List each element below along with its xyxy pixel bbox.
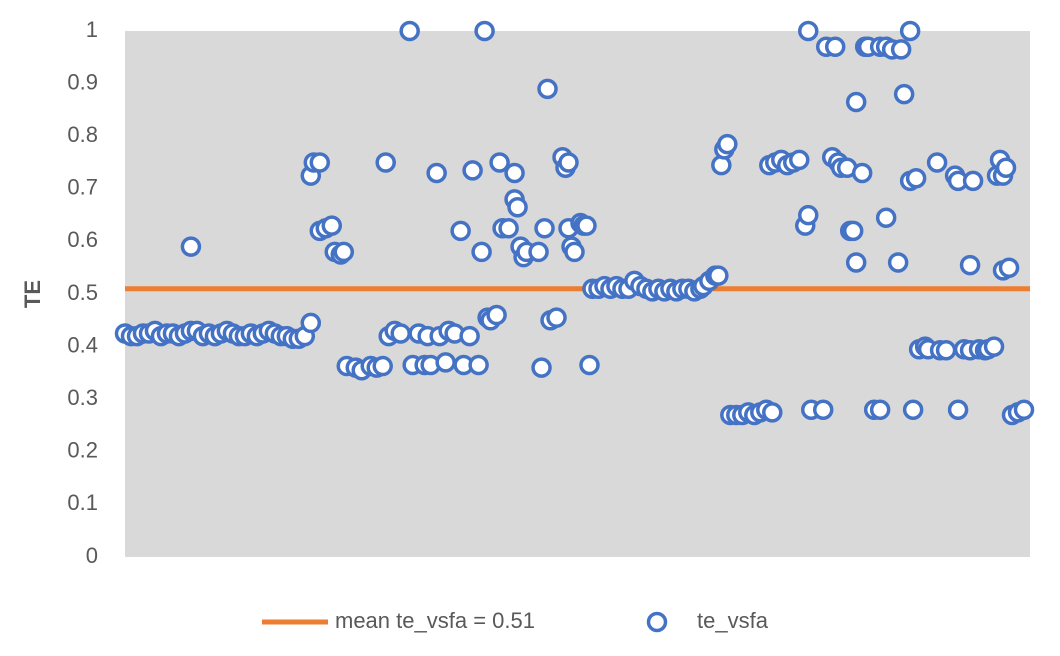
point [935, 340, 957, 361]
point [372, 355, 393, 377]
point [459, 325, 480, 347]
point [851, 162, 873, 184]
point [797, 20, 819, 42]
point [180, 236, 202, 257]
point [564, 241, 585, 263]
point [534, 218, 555, 239]
point [504, 162, 525, 184]
point [845, 252, 867, 273]
point [890, 39, 912, 60]
point [717, 133, 738, 155]
y-tick-label: 0.1 [67, 490, 98, 515]
point [998, 257, 1020, 278]
point [959, 254, 981, 276]
point [435, 352, 456, 373]
point [711, 154, 732, 176]
point [812, 399, 834, 420]
point [845, 91, 867, 113]
point [450, 220, 471, 242]
point [546, 307, 567, 328]
y-tick-label: 0.9 [67, 69, 98, 94]
point [399, 20, 420, 42]
y-tick-label: 0.2 [67, 438, 98, 463]
point [462, 160, 483, 181]
point [333, 241, 355, 263]
point [869, 399, 891, 420]
point [926, 152, 948, 173]
point [902, 399, 924, 420]
plot-area [125, 31, 1030, 557]
point [579, 354, 600, 376]
point [375, 152, 396, 173]
y-tick-label: 0.7 [67, 175, 98, 200]
point [875, 207, 897, 228]
point [471, 241, 492, 263]
point [708, 265, 729, 286]
point [468, 354, 489, 376]
point [507, 196, 528, 218]
point [528, 241, 549, 263]
point [531, 357, 552, 378]
y-tick-label: 0.8 [67, 122, 98, 147]
point [537, 78, 558, 100]
point [426, 162, 447, 184]
y-tick-label: 0.4 [67, 332, 98, 357]
point [474, 20, 495, 42]
point [899, 20, 921, 42]
legend-label: te_vsfa [697, 608, 769, 633]
y-tick-label: 0.3 [67, 385, 98, 410]
y-tick-label: 0.6 [67, 227, 98, 252]
point [887, 252, 909, 273]
point [824, 36, 846, 58]
point [489, 152, 510, 173]
point [762, 402, 783, 423]
point [300, 312, 322, 334]
point [995, 157, 1017, 179]
point [947, 399, 969, 420]
point [983, 336, 1005, 357]
point [1013, 399, 1035, 420]
point [321, 215, 343, 236]
point [789, 149, 810, 171]
point [905, 168, 927, 189]
y-tick-label: 1 [86, 17, 98, 42]
point [498, 218, 519, 239]
legend-marker [646, 611, 668, 633]
y-axis-label: TE [20, 280, 45, 308]
point [390, 323, 411, 344]
y-tick-label: 0 [86, 543, 98, 568]
point [576, 215, 597, 236]
point [486, 304, 507, 326]
y-tick-label: 0.5 [67, 280, 98, 305]
point [962, 170, 984, 192]
point [309, 152, 331, 173]
point [797, 204, 819, 226]
point [842, 220, 864, 242]
legend-label: mean te_vsfa = 0.51 [335, 608, 535, 633]
point [558, 152, 579, 173]
point [893, 83, 915, 105]
